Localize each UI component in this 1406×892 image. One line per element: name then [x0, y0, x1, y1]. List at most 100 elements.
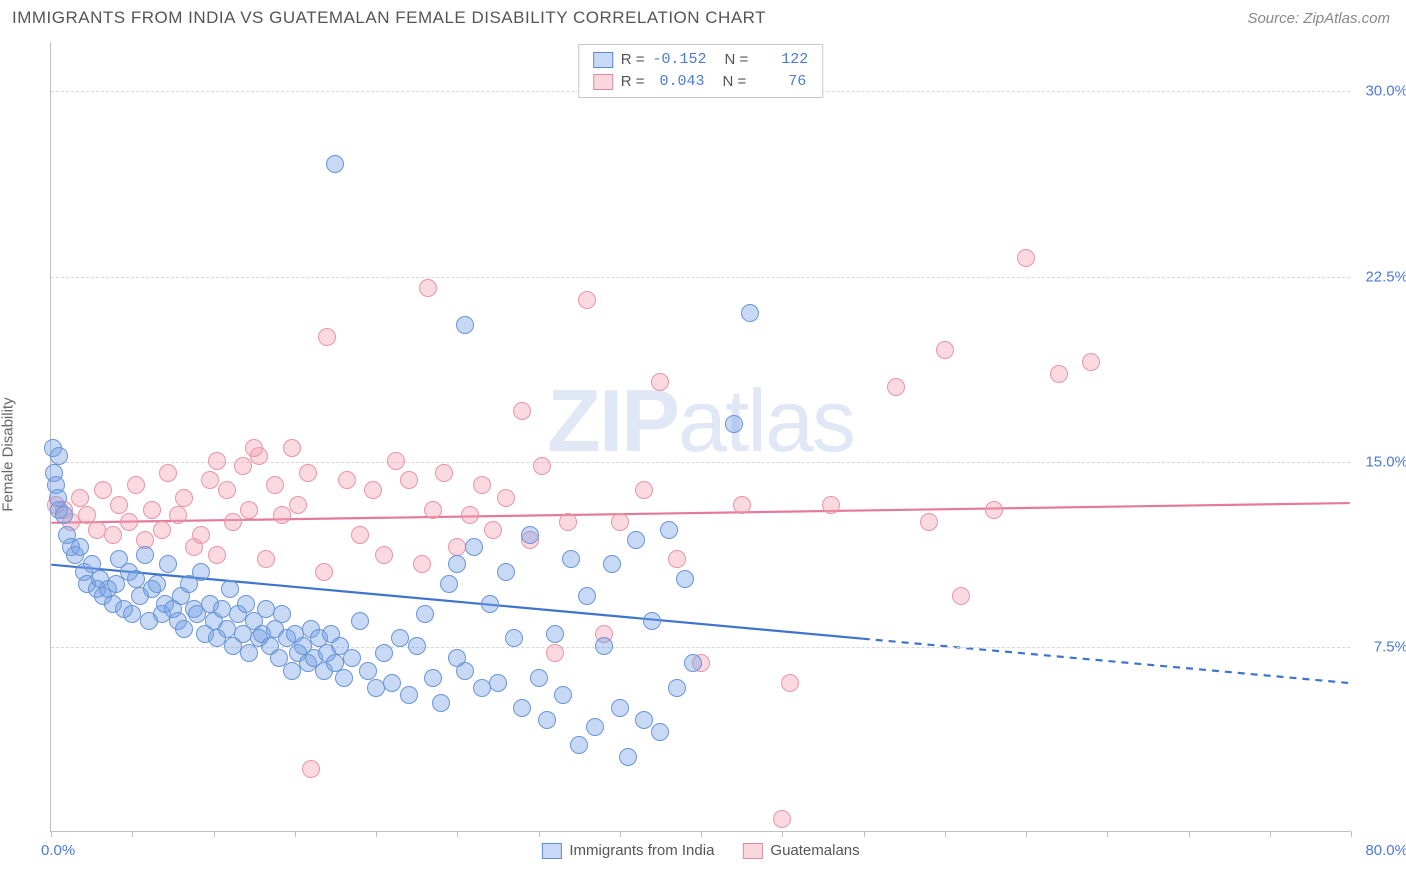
scatter-point-pink: [201, 471, 219, 489]
scatter-point-blue: [684, 654, 702, 672]
scatter-point-pink: [289, 496, 307, 514]
r-value-pink: 0.043: [652, 71, 704, 93]
scatter-point-pink: [822, 496, 840, 514]
scatter-point-blue: [375, 644, 393, 662]
scatter-point-pink: [461, 506, 479, 524]
scatter-point-pink: [318, 328, 336, 346]
scatter-point-pink: [611, 513, 629, 531]
scatter-point-blue: [326, 155, 344, 173]
scatter-point-blue: [676, 570, 694, 588]
x-tick: [1189, 831, 1190, 837]
legend-label: Guatemalans: [770, 842, 859, 859]
scatter-point-blue: [218, 620, 236, 638]
scatter-point-blue: [400, 686, 418, 704]
swatch-blue-icon: [593, 52, 613, 68]
scatter-point-blue: [273, 605, 291, 623]
scatter-point-blue: [554, 686, 572, 704]
scatter-point-blue: [359, 662, 377, 680]
scatter-point-blue: [465, 538, 483, 556]
trend-line: [863, 639, 1350, 683]
scatter-point-blue: [578, 587, 596, 605]
scatter-point-blue: [50, 447, 68, 465]
legend-item-pink: Guatemalans: [742, 842, 859, 859]
scatter-point-pink: [484, 521, 502, 539]
x-axis-min-label: 0.0%: [41, 842, 75, 859]
scatter-point-pink: [546, 644, 564, 662]
scatter-point-blue: [440, 575, 458, 593]
scatter-point-pink: [143, 501, 161, 519]
scatter-point-blue: [237, 595, 255, 613]
scatter-point-pink: [104, 526, 122, 544]
scatter-point-pink: [257, 550, 275, 568]
swatch-pink-icon: [593, 74, 613, 90]
y-axis-label: Female Disability: [0, 397, 17, 511]
scatter-point-blue: [513, 699, 531, 717]
x-tick: [457, 831, 458, 837]
r-value-blue: -0.152: [652, 49, 706, 71]
scatter-point-pink: [71, 489, 89, 507]
scatter-point-pink: [266, 476, 284, 494]
scatter-point-pink: [985, 501, 1003, 519]
x-tick: [132, 831, 133, 837]
scatter-point-pink: [375, 546, 393, 564]
scatter-point-pink: [635, 481, 653, 499]
scatter-point-pink: [578, 291, 596, 309]
scatter-point-pink: [234, 457, 252, 475]
scatter-point-blue: [408, 637, 426, 655]
scatter-point-pink: [513, 402, 531, 420]
x-tick: [1270, 831, 1271, 837]
swatch-pink-icon: [742, 843, 762, 859]
scatter-point-pink: [559, 513, 577, 531]
scatter-point-blue: [489, 674, 507, 692]
scatter-point-blue: [456, 316, 474, 334]
scatter-point-pink: [218, 481, 236, 499]
scatter-point-pink: [952, 587, 970, 605]
x-tick: [539, 831, 540, 837]
y-tick-label: 15.0%: [1365, 453, 1406, 470]
scatter-point-blue: [619, 748, 637, 766]
scatter-point-blue: [221, 580, 239, 598]
scatter-point-pink: [224, 513, 242, 531]
scatter-point-blue: [497, 563, 515, 581]
correlation-row-pink: R = 0.043 N = 76: [593, 71, 809, 93]
scatter-point-blue: [257, 600, 275, 618]
scatter-point-pink: [351, 526, 369, 544]
scatter-point-blue: [570, 736, 588, 754]
source-label: Source: ZipAtlas.com: [1247, 10, 1390, 27]
series-legend: Immigrants from India Guatemalans: [541, 842, 859, 859]
scatter-point-pink: [435, 464, 453, 482]
y-tick-label: 7.5%: [1374, 638, 1406, 655]
scatter-point-pink: [773, 810, 791, 828]
scatter-point-blue: [538, 711, 556, 729]
scatter-point-blue: [335, 669, 353, 687]
x-tick: [376, 831, 377, 837]
scatter-point-pink: [208, 546, 226, 564]
scatter-point-blue: [424, 669, 442, 687]
scatter-point-blue: [148, 575, 166, 593]
scatter-point-blue: [627, 531, 645, 549]
correlation-legend: R = -0.152 N = 122 R = 0.043 N = 76: [578, 44, 824, 98]
scatter-point-pink: [651, 373, 669, 391]
scatter-point-blue: [448, 555, 466, 573]
scatter-point-pink: [273, 506, 291, 524]
scatter-point-pink: [413, 555, 431, 573]
scatter-point-pink: [127, 476, 145, 494]
scatter-point-pink: [192, 526, 210, 544]
scatter-point-pink: [175, 489, 193, 507]
watermark-light: atlas: [678, 371, 854, 470]
scatter-point-blue: [586, 718, 604, 736]
scatter-point-blue: [192, 563, 210, 581]
scatter-point-pink: [94, 481, 112, 499]
scatter-point-blue: [383, 674, 401, 692]
x-tick: [1107, 831, 1108, 837]
scatter-point-blue: [595, 637, 613, 655]
scatter-point-pink: [169, 506, 187, 524]
scatter-point-pink: [419, 279, 437, 297]
swatch-blue-icon: [541, 843, 561, 859]
scatter-point-pink: [781, 674, 799, 692]
scatter-point-pink: [315, 563, 333, 581]
scatter-point-pink: [887, 378, 905, 396]
scatter-point-blue: [213, 600, 231, 618]
scatter-point-blue: [343, 649, 361, 667]
scatter-point-blue: [505, 629, 523, 647]
